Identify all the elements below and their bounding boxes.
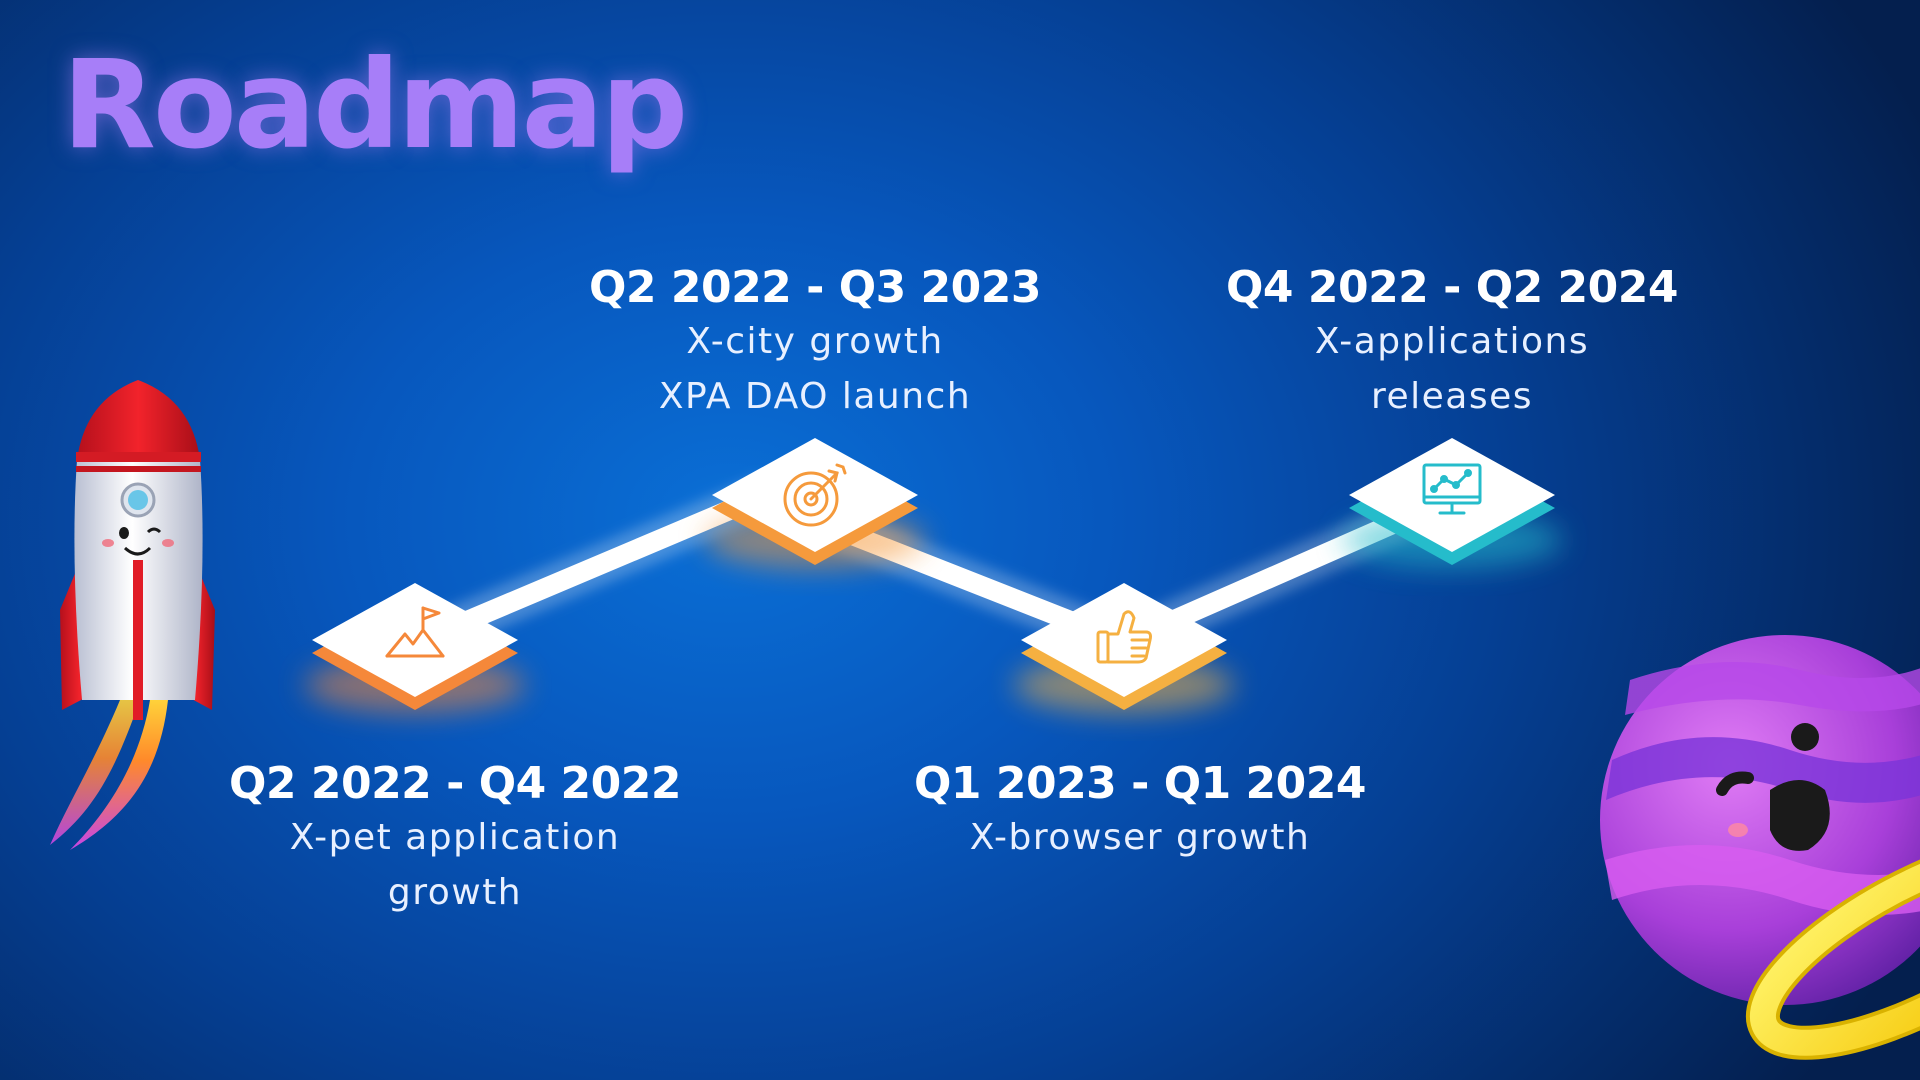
milestone-description: X-pet application xyxy=(289,817,621,858)
milestone-period: Q2 2022 - Q4 2022 xyxy=(229,758,682,809)
timeline-path xyxy=(407,476,1461,664)
milestone-description: XPA DAO launch xyxy=(658,376,972,417)
milestone-label-1: Q2 2022 - Q4 2022 X-pet application grow… xyxy=(220,758,690,920)
milestone-tile-3 xyxy=(1021,583,1227,710)
milestone-period: Q2 2022 - Q3 2023 xyxy=(589,262,1042,313)
page-title: Roadmap xyxy=(62,34,688,176)
milestone-description: X-applications xyxy=(1314,321,1590,362)
planet-illustration xyxy=(1600,635,1920,1060)
milestone-description: growth xyxy=(387,872,523,913)
milestone-tile-2 xyxy=(712,438,918,565)
milestone-description: X-browser growth xyxy=(969,817,1311,858)
rocket-illustration xyxy=(50,380,215,850)
monitor-chart-icon xyxy=(1422,463,1482,515)
milestone-label-3: Q1 2023 - Q1 2024 X-browser growth xyxy=(905,758,1375,865)
thumbs-up-icon xyxy=(1096,610,1152,664)
milestone-period: Q4 2022 - Q2 2024 xyxy=(1226,262,1679,313)
target-icon xyxy=(783,463,847,527)
milestone-period: Q1 2023 - Q1 2024 xyxy=(914,758,1367,809)
milestone-label-4: Q4 2022 - Q2 2024 X-applications release… xyxy=(1217,262,1687,424)
milestone-description: releases xyxy=(1370,376,1534,417)
mountain-flag-icon xyxy=(385,606,445,658)
milestone-tile-1 xyxy=(312,583,518,710)
milestone-label-2: Q2 2022 - Q3 2023 X-city growth XPA DAO … xyxy=(580,262,1050,424)
milestone-description: X-city growth xyxy=(686,321,944,362)
milestone-tile-4 xyxy=(1349,438,1555,565)
